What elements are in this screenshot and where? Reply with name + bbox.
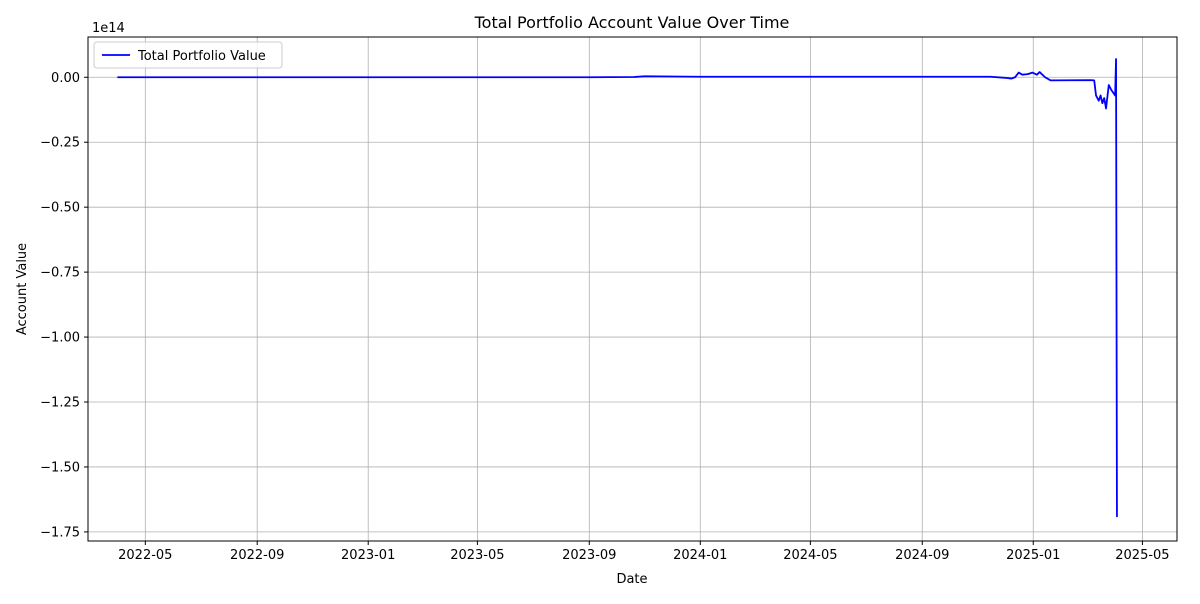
x-tick-label: 2024-01 <box>673 548 727 563</box>
y-tick-label: −0.25 <box>40 136 80 151</box>
y-tick-label: −0.50 <box>40 201 80 216</box>
x-axis: 2022-05 2022-09 2023-01 2023-05 2023-09 2024-… <box>118 541 1170 563</box>
plot-frame <box>87 36 1178 542</box>
x-tick-label: 2024-05 <box>783 548 837 563</box>
x-tick-label: 2023-01 <box>341 548 395 563</box>
y-axis-label: Account Value <box>15 243 30 335</box>
y-offset-label: 1e14 <box>92 21 125 36</box>
series-line-total-portfolio-value <box>117 58 1118 518</box>
y-tick-label: −0.75 <box>40 266 80 281</box>
y-tick-label: −1.00 <box>40 331 80 346</box>
y-tick-label: −1.25 <box>40 396 80 411</box>
y-axis: 0.00 −0.25 −0.50 −0.75 −1.00 −1.25 −1.50 −1.75 <box>40 71 88 540</box>
x-tick-label: 2023-09 <box>562 548 616 563</box>
x-tick-label: 2023-05 <box>450 548 504 563</box>
chart-title: Total Portfolio Account Value Over Time <box>474 13 790 32</box>
legend: Total Portfolio Value <box>93 41 283 69</box>
y-tick-label: 0.00 <box>51 71 80 86</box>
y-tick-label: −1.50 <box>40 460 80 475</box>
x-tick-label: 2025-01 <box>1006 548 1060 563</box>
x-tick-label: 2022-05 <box>118 548 172 563</box>
y-tick-label: −1.75 <box>40 525 80 540</box>
legend-box <box>93 41 283 69</box>
x-axis-label: Date <box>616 572 647 587</box>
x-tick-label: 2024-09 <box>895 548 949 563</box>
x-tick-label: 2022-09 <box>230 548 284 563</box>
x-tick-label: 2025-05 <box>1115 548 1169 563</box>
legend-label-total-portfolio-value: Total Portfolio Value <box>137 49 266 64</box>
